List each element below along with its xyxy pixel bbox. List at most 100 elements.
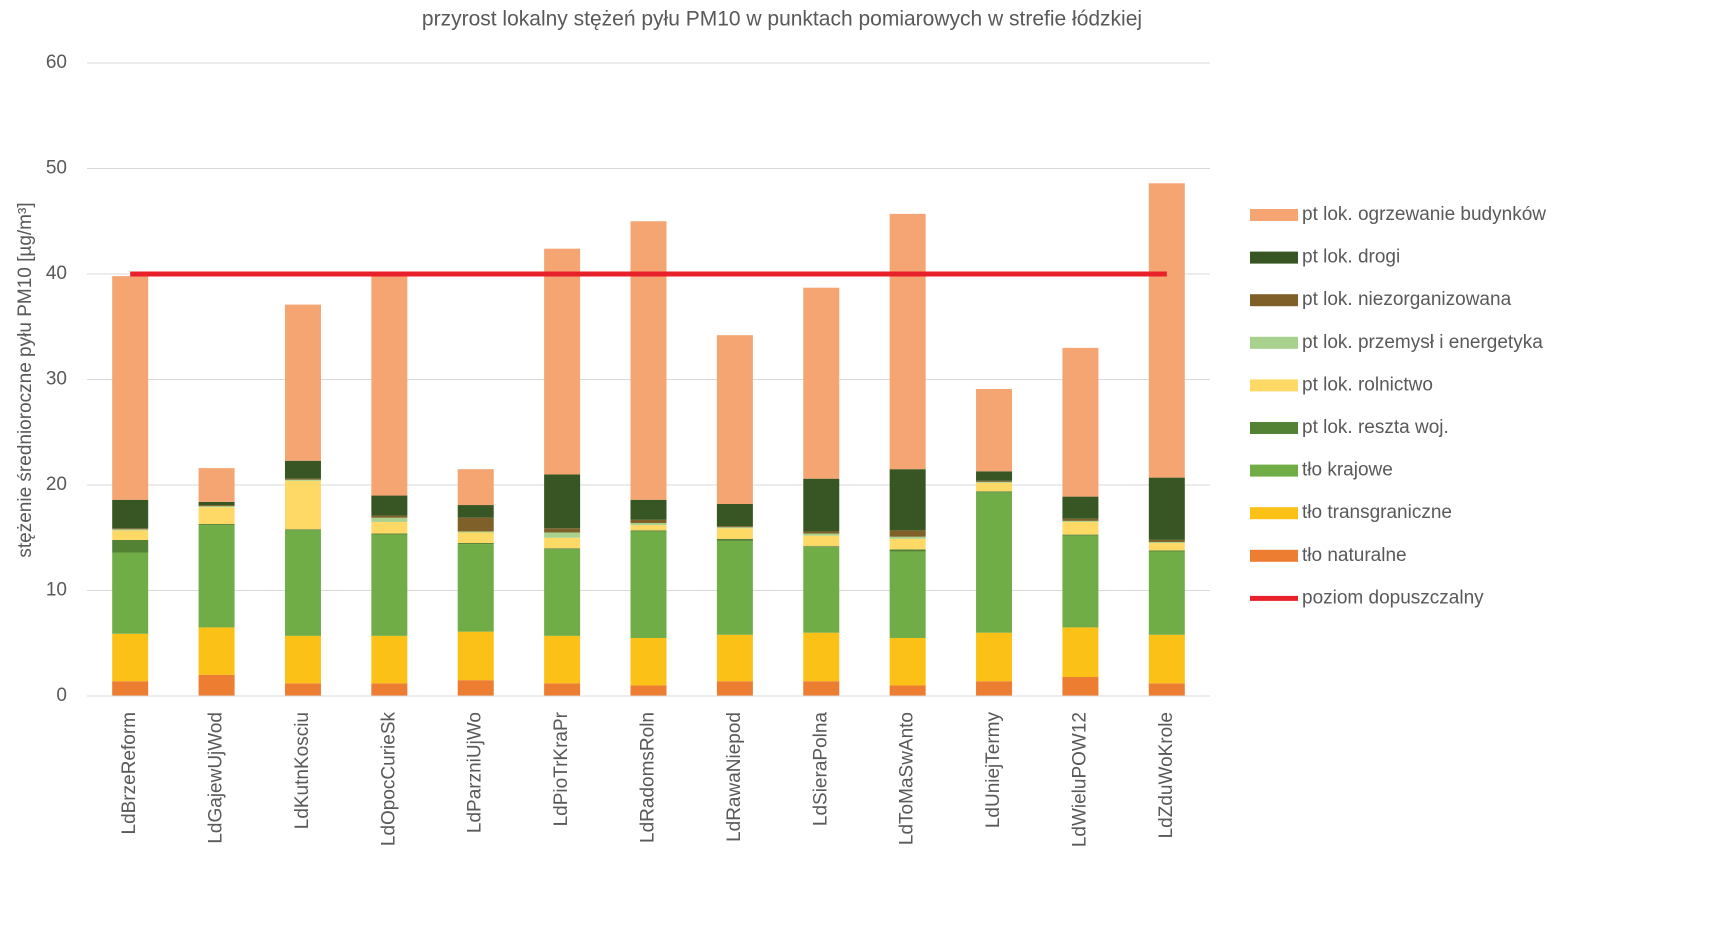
bar-segment <box>457 469 494 506</box>
bar-segment <box>457 680 494 696</box>
bar-segment <box>1062 521 1099 535</box>
x-tick-label: LdParzniUjWo <box>465 712 486 833</box>
bar-segment <box>112 529 149 531</box>
bar-segment <box>803 546 840 548</box>
bar-segment <box>803 681 840 696</box>
bar-segment <box>630 685 667 696</box>
bar-segment <box>976 480 1013 482</box>
bar-segment <box>544 549 581 636</box>
bar-segment <box>1062 534 1099 536</box>
bar-segment <box>1062 347 1099 497</box>
bar-segment <box>198 506 235 508</box>
bar-segment <box>803 287 840 479</box>
bar-segment <box>544 528 581 533</box>
bar-segment <box>284 478 321 480</box>
bar-segment <box>630 221 667 500</box>
bar-segment <box>284 529 321 531</box>
legend-label: pt lok. niezorganizowana <box>1302 289 1512 310</box>
bar-segment <box>284 480 321 530</box>
bar-segment <box>198 525 235 628</box>
bar-segment <box>630 499 667 520</box>
bar-segment <box>284 530 321 636</box>
bar-segment <box>630 519 667 523</box>
bar-segment <box>1148 550 1185 552</box>
bar-segment <box>371 635 408 684</box>
bar-segment <box>198 501 235 506</box>
bar-segment <box>803 531 840 534</box>
x-tick-label: LdToMaSwAnto <box>897 712 918 845</box>
bar-segment <box>1148 183 1185 478</box>
bar-segment <box>1148 541 1185 544</box>
bar-segment <box>803 535 840 547</box>
y-tick-label: 50 <box>46 158 67 179</box>
bar-segment <box>1148 477 1185 540</box>
bar-segment <box>112 552 149 634</box>
bar-segment <box>544 474 581 529</box>
bar-segment <box>371 495 408 516</box>
bar-segment <box>889 685 926 696</box>
bar-segment <box>112 633 149 682</box>
bar-segment <box>284 304 321 461</box>
y-tick-label: 20 <box>46 474 67 495</box>
bar-segment <box>371 534 408 636</box>
legend-swatch <box>1250 379 1298 392</box>
bar-segment <box>284 479 321 481</box>
chart-title: przyrost lokalny stężeń pyłu PM10 w punk… <box>422 8 1142 31</box>
bar-segment <box>544 635 581 684</box>
bar-segment <box>803 547 840 633</box>
bar-segment <box>371 517 408 522</box>
legend-label: tło transgraniczne <box>1302 502 1452 523</box>
x-tick-label: LdBrzeReform <box>119 712 140 835</box>
bar-segment <box>889 530 926 537</box>
bar-segment <box>976 492 1013 633</box>
bar-segment <box>457 505 494 518</box>
legend-swatch <box>1250 209 1298 221</box>
legend-label: pt lok. ogrzewanie budynków <box>1302 204 1546 225</box>
x-tick-label: LdWieluPOW12 <box>1069 712 1090 847</box>
bar-segment <box>112 276 149 500</box>
x-tick-label: LdRadomsRoln <box>638 712 659 843</box>
bar-segment <box>544 548 581 550</box>
bar-segment <box>976 632 1013 682</box>
bar-segment <box>112 530 149 540</box>
bar-segment <box>198 468 235 502</box>
legend-swatch <box>1250 336 1298 349</box>
bar-segment <box>284 683 321 696</box>
bar-segment <box>716 681 753 696</box>
bar-segment <box>112 528 149 530</box>
x-tick-label: LdRawaNiepod <box>724 712 745 842</box>
bar-segment <box>544 532 581 538</box>
bar-segment <box>716 528 753 539</box>
y-tick-label: 60 <box>46 52 67 73</box>
bar-segment <box>457 517 494 532</box>
y-tick-label: 40 <box>46 263 67 284</box>
legend-label: pt lok. reszta woj. <box>1302 417 1449 438</box>
bar-segment <box>284 635 321 684</box>
legend-label: tło krajowe <box>1302 460 1393 481</box>
bar-segment <box>198 505 235 507</box>
bar-segment <box>544 248 581 475</box>
bar-segment <box>630 531 667 638</box>
bar-segment <box>457 544 494 632</box>
bar-segment <box>1062 535 1099 628</box>
x-tick-label: LdSieraPolna <box>810 712 831 827</box>
bar-segment <box>1062 518 1099 521</box>
bar-segment <box>976 481 1013 483</box>
bar-segment <box>630 522 667 526</box>
bar-segment <box>716 503 753 527</box>
bar-segment <box>976 491 1013 493</box>
bar-segment <box>544 683 581 696</box>
bar-segment <box>371 521 408 534</box>
legend-swatch <box>1250 251 1298 264</box>
bar-segment <box>198 674 235 696</box>
bar-segment <box>1148 551 1185 635</box>
bar-segment <box>716 527 753 529</box>
legend-swatch <box>1250 294 1298 307</box>
bar-segment <box>371 533 408 535</box>
bar-segment <box>889 536 926 539</box>
y-tick-label: 0 <box>56 685 67 706</box>
bar-segment <box>716 335 753 504</box>
bar-segment <box>1062 627 1099 678</box>
bar-segment <box>112 539 149 553</box>
